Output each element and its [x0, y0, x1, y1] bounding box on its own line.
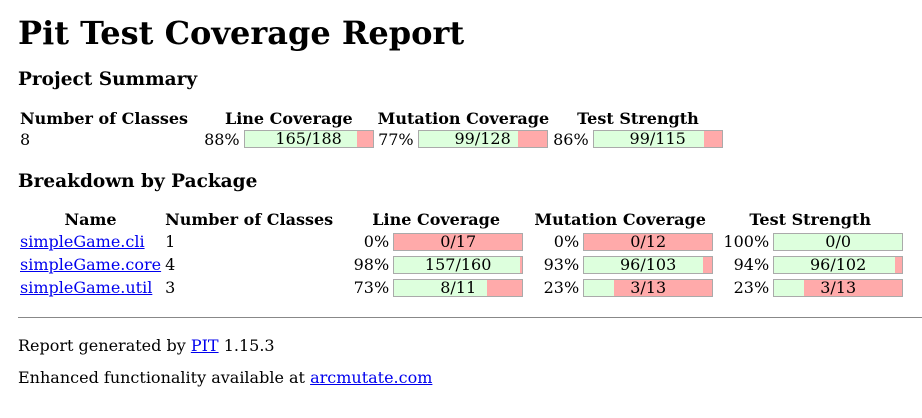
line-bar: 8/11 [393, 277, 524, 297]
line-bar: 157/160 [393, 254, 524, 274]
mutation-ratio: 3/13 [630, 277, 667, 297]
table-row: simpleGame.core 4 98% 157/160 93% 96/103 [18, 253, 905, 276]
strength-percent: 94% [733, 255, 770, 274]
enhanced-functionality-line: Enhanced functionality available at arcm… [18, 368, 432, 387]
mutation-bar: 0/12 [583, 231, 714, 251]
strength-bar-cell: 3/13 [771, 276, 905, 299]
breakdown-header-strength: Test Strength [749, 209, 871, 229]
breakdown-heading: Breakdown by Package [18, 171, 258, 192]
line-ratio: 8/11 [440, 277, 477, 297]
summary-header-line: Line Coverage [224, 108, 353, 128]
package-link[interactable]: simpleGame.cli [20, 232, 145, 251]
page-title: Pit Test Coverage Report [18, 14, 465, 52]
summary-header-mutation: Mutation Coverage [377, 108, 550, 128]
summary-mutation-percent: 77% [378, 129, 414, 149]
summary-mutation-bar: 99/128 [417, 129, 548, 148]
summary-strength-percent: 86% [553, 129, 589, 149]
arcmutate-link[interactable]: arcmutate.com [310, 368, 433, 387]
line-percent: 98% [353, 255, 390, 274]
strength-ratio: 3/13 [820, 277, 857, 297]
package-classes: 4 [165, 255, 176, 274]
breakdown-header-classes: Number of Classes [165, 209, 334, 229]
strength-ratio: 0/0 [825, 231, 852, 251]
strength-bar: 0/0 [773, 231, 904, 251]
line-bar-fill [394, 256, 520, 273]
footer-divider [18, 317, 922, 318]
summary-mutation-bar-fill [418, 131, 518, 147]
summary-classes: 8 [20, 129, 31, 149]
mutation-ratio: 96/103 [620, 254, 677, 274]
mutation-bar-cell: 0/12 [581, 230, 715, 253]
strength-bar-cell: 0/0 [771, 230, 905, 253]
line-bar: 0/17 [393, 231, 524, 251]
line-bar-cell: 8/11 [391, 276, 525, 299]
project-summary-heading: Project Summary [18, 69, 198, 90]
package-name-cell: simpleGame.util [18, 276, 163, 299]
table-row: simpleGame.cli 1 0% 0/17 0% 0/12 100% [18, 230, 905, 253]
strength-bar-fill [774, 233, 903, 250]
project-summary-table: Number of Classes Line Coverage Mutation… [18, 107, 725, 149]
breakdown-header-name: Name [64, 209, 117, 229]
strength-ratio: 96/102 [810, 254, 867, 274]
line-bar-cell: 157/160 [391, 253, 525, 276]
generated-by-line: Report generated by PIT 1.15.3 [18, 336, 275, 355]
summary-line-ratio: 165/188 [275, 129, 342, 148]
summary-strength-bar: 99/115 [592, 129, 723, 148]
strength-bar-cell: 96/102 [771, 253, 905, 276]
summary-strength-bar-cell: 99/115 [591, 129, 725, 149]
strength-bar: 96/102 [773, 254, 904, 274]
line-percent: 73% [353, 278, 390, 297]
strength-bar-fill [774, 279, 804, 296]
strength-percent: 23% [733, 278, 770, 297]
line-ratio: 157/160 [424, 254, 492, 274]
line-bar-cell: 0/17 [391, 230, 525, 253]
strength-bar: 3/13 [773, 277, 904, 297]
mutation-percent: 0% [553, 232, 580, 251]
mutation-bar-cell: 3/13 [581, 276, 715, 299]
package-link[interactable]: simpleGame.core [20, 255, 162, 274]
mutation-ratio: 0/12 [630, 231, 667, 251]
strength-bar-fill [774, 256, 895, 273]
summary-strength-bar-fill [593, 131, 704, 147]
mutation-percent: 93% [543, 255, 580, 274]
mutation-bar-cell: 96/103 [581, 253, 715, 276]
summary-header-classes: Number of Classes [20, 108, 189, 128]
breakdown-header-line: Line Coverage [372, 209, 501, 229]
summary-mutation-ratio: 99/128 [454, 129, 511, 148]
summary-line-percent: 88% [204, 129, 240, 149]
pit-link[interactable]: PIT [190, 336, 219, 355]
line-percent: 0% [363, 232, 390, 251]
package-classes: 3 [165, 278, 176, 297]
package-classes: 1 [165, 232, 176, 251]
enhanced-text: Enhanced functionality available at [18, 368, 305, 387]
package-link[interactable]: simpleGame.util [20, 278, 153, 297]
package-breakdown-table: Name Number of Classes Line Coverage Mut… [18, 208, 905, 299]
summary-header-strength: Test Strength [577, 108, 699, 128]
line-ratio: 0/17 [440, 231, 477, 251]
generated-by-text: Report generated by [18, 336, 186, 355]
pit-version: 1.15.3 [223, 336, 275, 355]
line-bar-fill [394, 279, 488, 296]
mutation-bar: 96/103 [583, 254, 714, 274]
summary-line-bar-fill [244, 131, 357, 147]
breakdown-header-mutation: Mutation Coverage [534, 209, 706, 229]
summary-line-bar-cell: 165/188 [242, 129, 376, 149]
table-row: simpleGame.util 3 73% 8/11 23% 3/13 23 [18, 276, 905, 299]
mutation-percent: 23% [543, 278, 580, 297]
summary-row: 8 88% 165/188 77% 99/128 86% [18, 129, 725, 149]
strength-percent: 100% [723, 232, 770, 251]
package-name-cell: simpleGame.cli [18, 230, 163, 253]
mutation-bar-fill [584, 256, 704, 273]
summary-strength-ratio: 99/115 [629, 129, 686, 148]
summary-line-bar: 165/188 [243, 129, 374, 148]
package-name-cell: simpleGame.core [18, 253, 163, 276]
mutation-bar: 3/13 [583, 277, 714, 297]
mutation-bar-fill [584, 279, 614, 296]
summary-mutation-bar-cell: 99/128 [416, 129, 552, 149]
